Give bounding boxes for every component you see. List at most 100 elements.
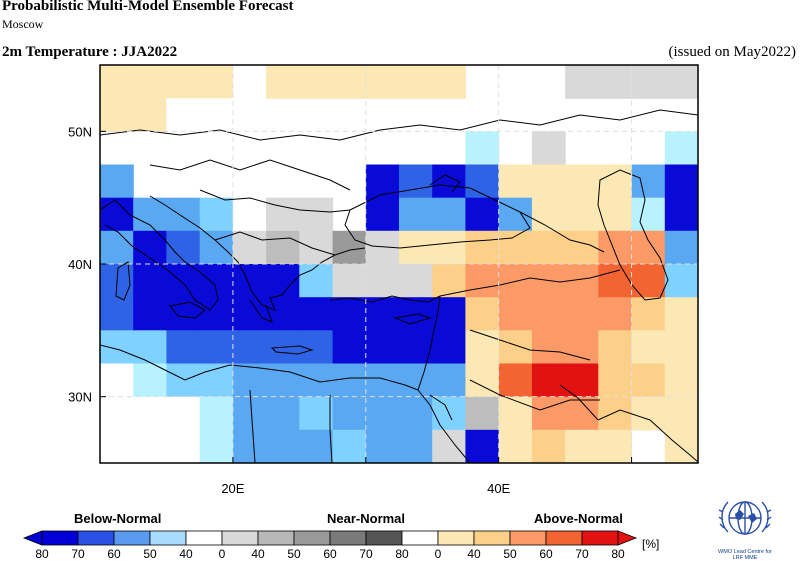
grid-cell — [365, 396, 400, 431]
grid-cell — [332, 65, 367, 99]
legend-swatch — [77, 530, 115, 546]
grid-cell — [531, 396, 566, 431]
color-legend: 80 70 60 50 40 0 40 50 60 70 80 0 40 50 60 70 80 [%] — [22, 530, 659, 560]
grid-cell — [631, 297, 666, 331]
grid-cell — [598, 197, 633, 232]
grid-cell — [531, 230, 566, 265]
grid-cell — [731, 297, 765, 331]
grid-cell — [465, 197, 500, 232]
grid-cell — [199, 297, 234, 331]
wmo-logo: WMO Lead Centre for LRF MME — [700, 492, 790, 561]
grid-cell — [100, 429, 134, 463]
grid-cell — [664, 164, 698, 199]
grid-cell — [531, 429, 566, 463]
grid-cell — [598, 65, 633, 99]
grid-cell — [565, 429, 599, 463]
grid-cell — [731, 397, 765, 431]
grid-cell — [731, 165, 765, 199]
grid-cell — [531, 363, 566, 398]
grid-cell — [631, 396, 666, 431]
grid-cell — [399, 65, 433, 99]
legend-tick-label: 50 — [287, 547, 301, 560]
grid-cell — [598, 297, 633, 331]
graticule — [100, 65, 698, 463]
grid-cell — [465, 429, 500, 463]
grid-cell — [631, 230, 666, 265]
grid-cell — [166, 396, 201, 431]
grid-cell — [565, 65, 599, 99]
legend-tick-label: 0 — [219, 547, 226, 560]
grid-cell — [199, 65, 234, 99]
grid-cell — [698, 198, 732, 232]
legend-tick-label: 80 — [395, 547, 409, 560]
legend-tick-label: 0 — [435, 547, 442, 560]
grid-cell — [465, 65, 500, 66]
grid-cell — [664, 131, 698, 166]
grid-cell — [565, 330, 599, 365]
grid-cell — [365, 164, 400, 199]
grid-cell — [565, 297, 599, 331]
legend-swatch — [365, 530, 403, 546]
grid-cell — [664, 363, 698, 398]
grid-cell — [100, 396, 134, 431]
grid-cell — [166, 330, 201, 365]
grid-cell — [598, 429, 633, 463]
grid-cell — [199, 429, 234, 463]
grid-cell — [731, 430, 765, 464]
grid-cell — [432, 164, 466, 199]
grid-cell — [598, 363, 633, 398]
wmo-emblem-icon — [718, 501, 772, 535]
grid-cell — [299, 230, 334, 265]
grid-cell — [432, 65, 466, 66]
grid-cell — [731, 264, 765, 298]
grid-cell — [631, 197, 666, 232]
legend-tick-label: 40 — [251, 547, 265, 560]
grid-cell — [166, 65, 201, 66]
legend-unit: [%] — [642, 537, 659, 551]
grid-cell — [166, 297, 201, 331]
grid-cell — [565, 197, 599, 232]
grid-cell — [764, 264, 798, 298]
legend-swatch — [473, 530, 511, 546]
legend-swatch — [113, 530, 151, 546]
grid-cell — [266, 396, 300, 431]
legend-swatch — [329, 530, 367, 546]
grid-cell — [232, 330, 267, 365]
grid-cell — [399, 164, 433, 199]
grid-cell — [133, 363, 167, 398]
legend-tick-label: 40 — [179, 547, 193, 560]
grid-cell — [299, 197, 334, 232]
coastlines-borders — [100, 109, 698, 463]
grid-cell — [199, 330, 234, 365]
legend-swatch — [149, 530, 187, 546]
grid-cell — [100, 197, 134, 232]
page-subtitle: Moscow — [2, 17, 44, 31]
grid-cell — [531, 197, 566, 232]
grid-cell — [764, 297, 798, 331]
grid-cell — [365, 429, 400, 463]
grid-cell — [399, 264, 433, 298]
grid-cell — [764, 430, 798, 464]
grid-cell — [465, 131, 500, 166]
grid-cell — [764, 364, 798, 398]
grid-cell — [100, 363, 134, 398]
grid-cell — [266, 65, 300, 99]
grid-cell — [399, 330, 433, 365]
grid-cell — [199, 197, 234, 232]
tercile-grid — [100, 65, 798, 464]
grid-cell — [332, 264, 367, 298]
grid-cell — [166, 429, 201, 463]
grid-cell — [432, 429, 466, 463]
grid-cell — [332, 363, 367, 398]
grid-cell — [133, 98, 167, 132]
grid-cell — [365, 264, 400, 298]
legend-swatch — [509, 530, 547, 546]
grid-cell — [631, 363, 666, 398]
grid-cell — [232, 197, 267, 232]
grid-cell — [598, 164, 633, 199]
legend-swatch — [545, 530, 583, 546]
grid-cell — [299, 65, 334, 99]
grid-cell — [365, 197, 400, 232]
logo-text-1: WMO Lead Centre for — [718, 549, 772, 555]
grid-cell — [764, 165, 798, 199]
